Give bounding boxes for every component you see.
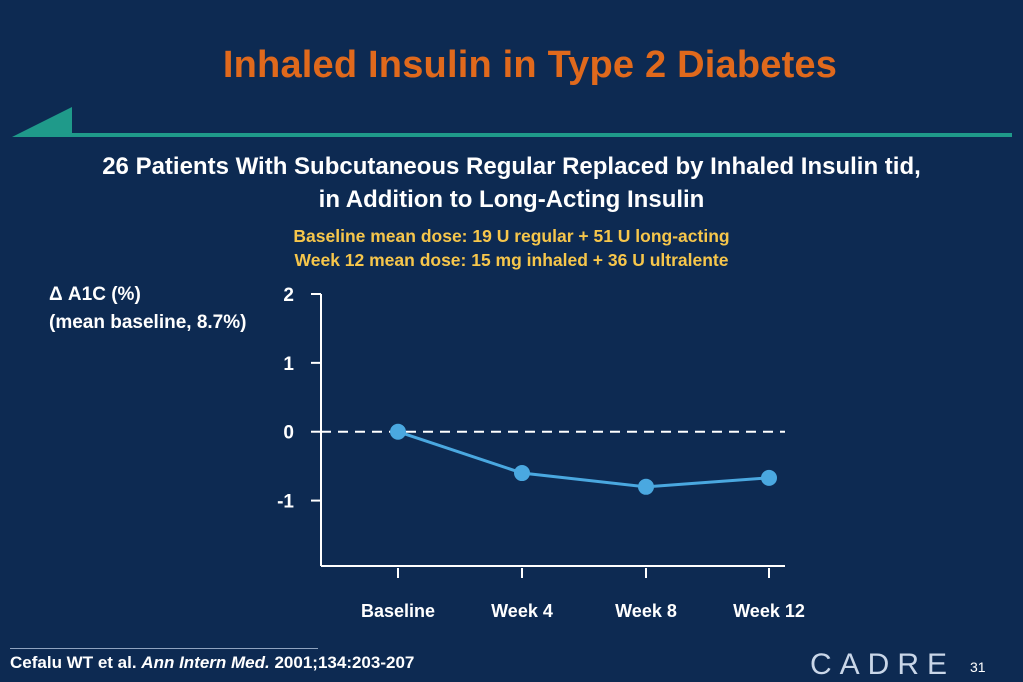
data-point (638, 478, 654, 495)
citation-rule (10, 648, 318, 649)
page-number: 31 (970, 659, 986, 675)
dose-line-2: Week 12 mean dose: 15 mg inhaled + 36 U … (294, 250, 729, 270)
citation-journal: Ann Intern Med. (141, 653, 270, 672)
teal-rule (72, 133, 1012, 137)
y-tick-label: 2 (283, 285, 294, 306)
data-point (761, 469, 777, 486)
citation-details: 2001;134:203-207 (269, 653, 415, 672)
x-tick-label: Week 8 (615, 601, 677, 621)
subtitle-line-1: 26 Patients With Subcutaneous Regular Re… (102, 153, 921, 180)
x-tick-label: Week 4 (491, 601, 553, 621)
y-axis-label-line-2: (mean baseline, 8.7%) (49, 312, 247, 333)
y-tick-label: 0 (283, 423, 294, 444)
slide-title: Inhaled Insulin in Type 2 Diabetes (222, 44, 838, 86)
title-decoration (12, 107, 1012, 137)
x-tick-label: Baseline (361, 601, 435, 621)
series-line (397, 430, 770, 489)
x-tick-label: Week 12 (733, 601, 805, 621)
citation-authors: Cefalu WT et al. (10, 653, 142, 672)
slide-subtitle: 26 Patients With Subcutaneous Regular Re… (0, 150, 1023, 216)
a1c-line-chart: 2 1 0 -1 Baseline Week 4 Week 8 Week 12 (277, 285, 805, 621)
cadre-logo: CADRE (810, 648, 956, 681)
subtitle-line-2: in Addition to Long-Acting Insulin (318, 186, 705, 213)
y-tick-label: 1 (283, 354, 294, 375)
data-point (514, 465, 530, 482)
data-point (390, 423, 406, 440)
dose-line-1: Baseline mean dose: 19 U regular + 51 U … (293, 226, 730, 246)
dose-info: Baseline mean dose: 19 U regular + 51 U … (0, 224, 1023, 272)
y-axis-label: Δ A1C (%) (mean baseline, 8.7%) (49, 281, 246, 337)
teal-triangle (12, 107, 72, 137)
y-tick-label: -1 (277, 492, 294, 513)
citation: Cefalu WT et al. Ann Intern Med. 2001;13… (10, 653, 414, 673)
y-axis-label-line-1: Δ A1C (%) (49, 284, 141, 305)
